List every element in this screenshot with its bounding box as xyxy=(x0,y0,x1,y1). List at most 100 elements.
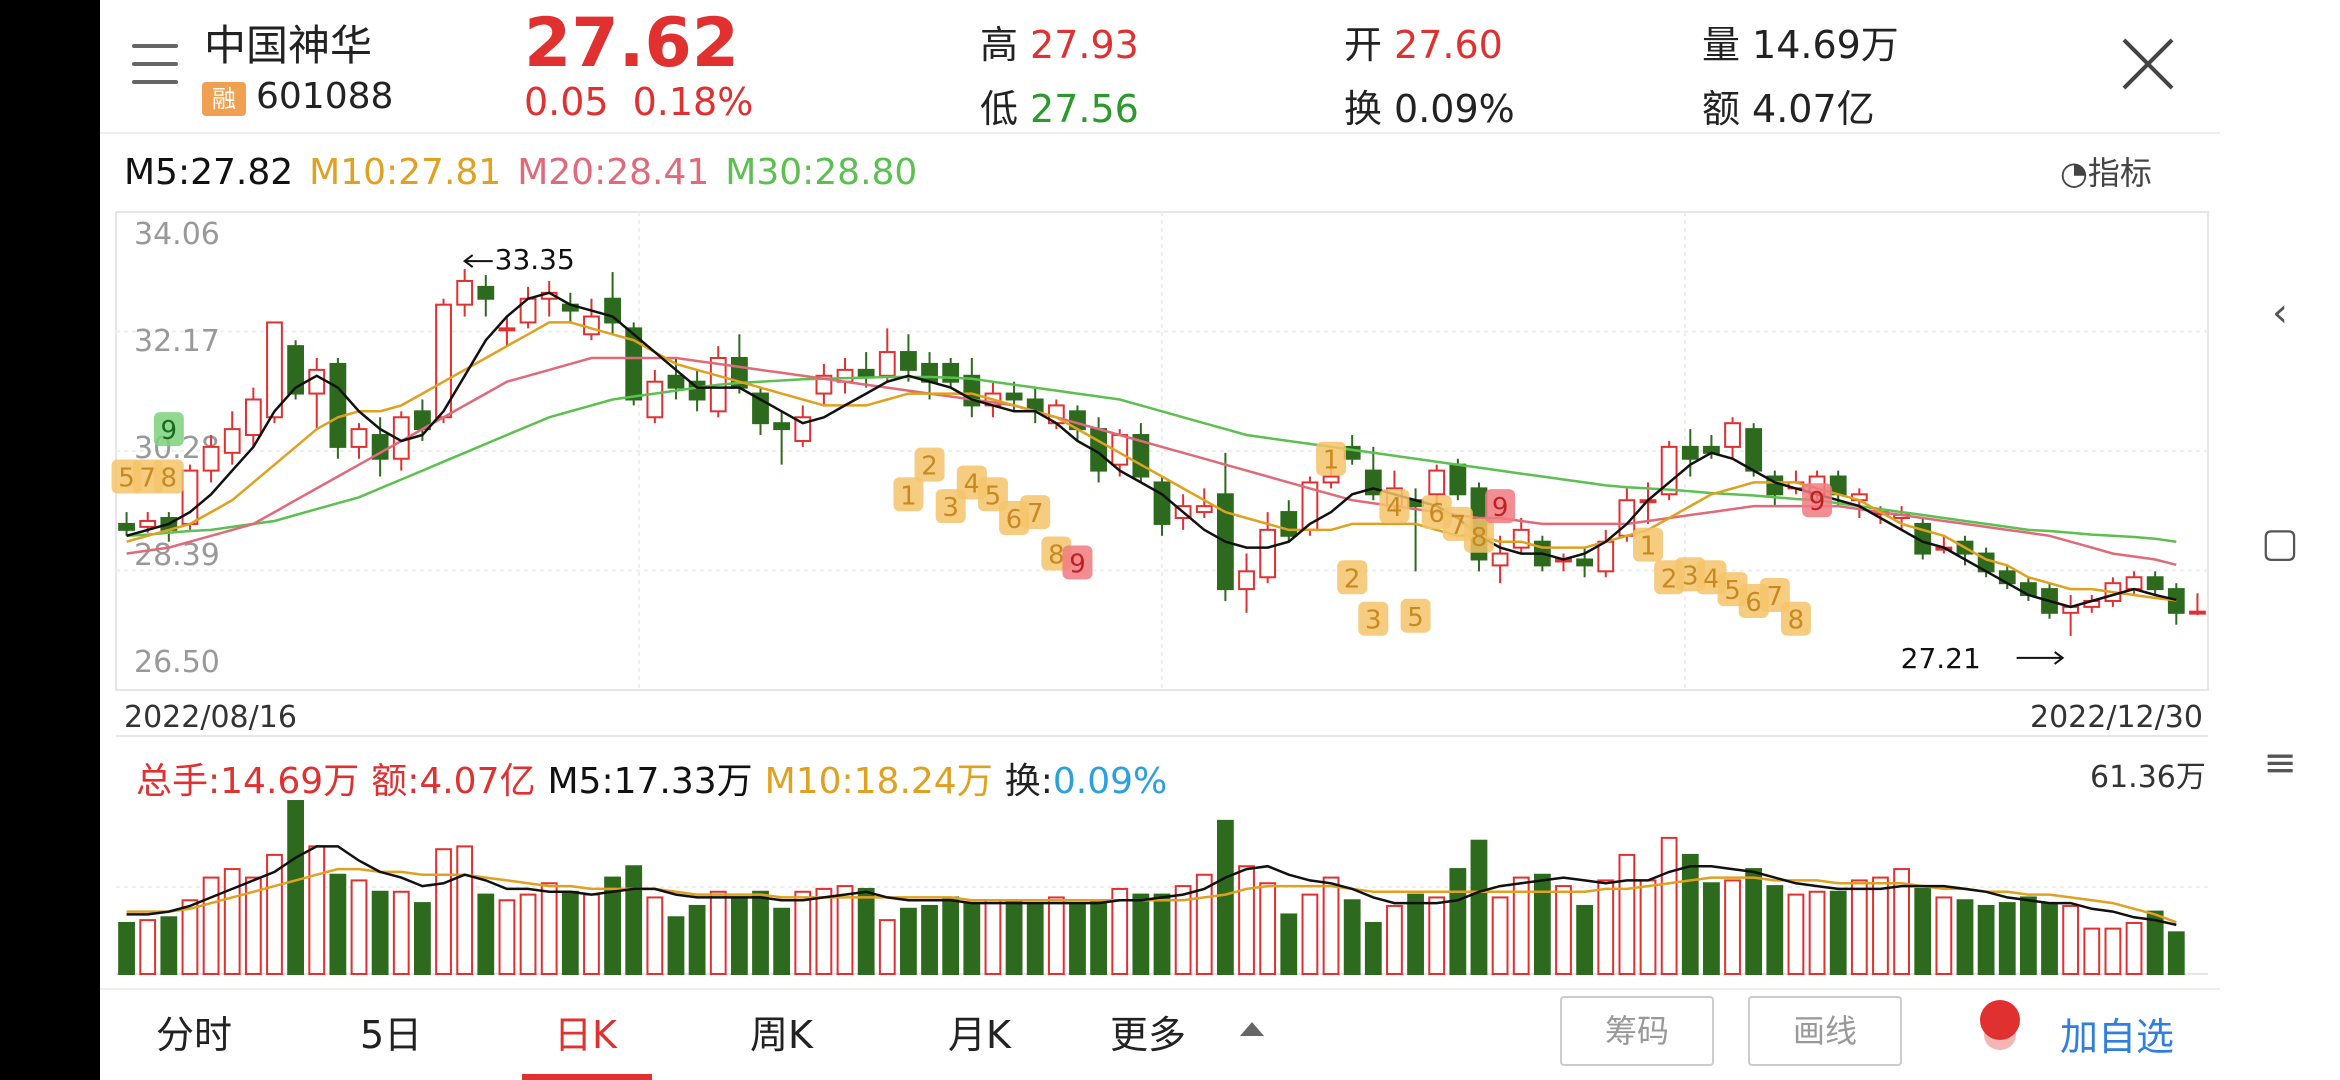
volume-bar xyxy=(1047,896,1065,976)
marker-label: 8 xyxy=(1471,523,1488,553)
price-tick-label: 34.06 xyxy=(134,217,220,252)
indicator-label: 指标 xyxy=(2087,154,2152,192)
stat-label: 换 xyxy=(1344,87,1383,131)
record-dot-icon[interactable] xyxy=(1980,1000,2020,1040)
marker-label: 2 xyxy=(1344,564,1361,594)
volume-bar xyxy=(1512,876,1530,975)
candle-body xyxy=(2146,576,2164,591)
square-icon[interactable]: ▢ xyxy=(2261,520,2299,566)
marker-badge xyxy=(1337,560,1368,595)
vol-ma10: M10:18.24万 xyxy=(764,761,993,802)
vol-ma5: M5:17.33万 xyxy=(547,761,753,802)
volume-bar xyxy=(857,887,875,975)
magic-nine-marker: 2 xyxy=(914,447,945,482)
volume-bar xyxy=(1893,868,1910,976)
volume-bar xyxy=(2146,910,2164,975)
marker-label: 8 xyxy=(161,464,178,494)
marker-label: 8 xyxy=(1048,541,1065,571)
volume-bar xyxy=(836,885,854,976)
volume-bar xyxy=(815,887,833,975)
volume-bar xyxy=(752,890,769,976)
marker-label: 9 xyxy=(1069,549,1086,579)
marker-label: 1 xyxy=(1323,446,1340,476)
volume-bar xyxy=(1005,899,1023,975)
low-annotation: 27.21 xyxy=(1901,642,1981,675)
volume-bar xyxy=(202,876,220,975)
draw-line-button[interactable]: 画线 xyxy=(1748,996,1902,1066)
total-amount: 额:4.07亿 xyxy=(371,761,536,802)
ma5-label: M5:27.82 xyxy=(124,152,294,193)
volume-bar xyxy=(1195,873,1213,976)
candle-body xyxy=(202,445,220,472)
stat-high: 高 27.93 xyxy=(980,14,1139,69)
stat-label: 高 xyxy=(980,23,1019,67)
candle-body xyxy=(2189,610,2206,615)
volume-bar xyxy=(1470,839,1488,976)
magic-nine-marker: 1 xyxy=(1316,441,1347,476)
marker-badge xyxy=(1802,483,1833,518)
volume-bar xyxy=(1174,885,1192,976)
marker-label: 6 xyxy=(1428,499,1445,529)
marker-badge xyxy=(977,477,1008,512)
volume-bar xyxy=(730,896,748,976)
marker-badge xyxy=(1316,441,1347,476)
candle-body xyxy=(1449,463,1467,496)
volume-bar xyxy=(1026,902,1044,976)
volume-bar xyxy=(646,896,664,976)
marker-label: 5 xyxy=(1407,603,1424,633)
marker-label: 2 xyxy=(921,452,938,482)
candle-body xyxy=(604,297,621,324)
volume-bar xyxy=(1491,896,1509,976)
volume-bar xyxy=(1533,873,1551,976)
marker-badge xyxy=(1780,601,1811,636)
marker-label: 3 xyxy=(942,493,959,523)
candle-body xyxy=(857,368,875,377)
candle-body xyxy=(625,327,643,401)
volume-bar xyxy=(1428,896,1446,976)
ma5-line xyxy=(126,291,2177,609)
volume-bar xyxy=(942,896,960,976)
magic-nine-marker: 9 xyxy=(153,412,184,447)
menu-icon[interactable] xyxy=(132,44,178,84)
menu-icon[interactable]: ≡ xyxy=(2263,740,2297,786)
stat-amount: 额 4.07亿 xyxy=(1702,78,1875,133)
tab-daily-k[interactable]: 日K xyxy=(554,1013,617,1057)
start-date: 2022/08/16 xyxy=(124,700,297,735)
candle-body xyxy=(1259,528,1277,579)
tab-more[interactable]: 更多 xyxy=(1110,1013,1187,1057)
stat-value: 27.60 xyxy=(1394,23,1503,67)
tab-monthly-k[interactable]: 月K xyxy=(948,1013,1011,1057)
volume-bar xyxy=(1322,876,1340,975)
add-watchlist-button[interactable]: 加自选 xyxy=(2060,1015,2175,1059)
back-icon[interactable]: ‹ xyxy=(2272,290,2288,336)
volume-bar xyxy=(1449,868,1467,976)
marker-label: 7 xyxy=(1767,582,1784,612)
marker-label: 9 xyxy=(1492,493,1509,523)
tab-intraday[interactable]: 分时 xyxy=(156,1013,233,1057)
volume-bar xyxy=(984,899,1002,975)
ma-legend: M5:27.82 M10:27.81 M20:28.41 M30:28.80 xyxy=(124,152,933,193)
magic-nine-marker: 7 xyxy=(1020,495,1051,530)
tab-weekly-k[interactable]: 周K xyxy=(750,1013,813,1057)
indicator-button[interactable]: ◔指标 xyxy=(2060,148,2152,194)
chips-button[interactable]: 筹码 xyxy=(1560,996,1714,1066)
candle-body xyxy=(350,428,368,448)
candle-body xyxy=(1597,540,1615,573)
caret-up-icon[interactable] xyxy=(1240,1022,1264,1036)
marker-label: 9 xyxy=(1809,487,1826,517)
quote-header: 中国神华 融 601088 27.62 0.05 0.18% 高 27.93 低 27… xyxy=(100,0,2220,134)
volume-bar xyxy=(1364,921,1382,975)
volume-bar xyxy=(1597,879,1615,976)
candle-body xyxy=(773,422,791,431)
volume-bar xyxy=(2167,931,2185,975)
tab-5day[interactable]: 5日 xyxy=(360,1013,423,1057)
marker-label: 6 xyxy=(1006,505,1023,535)
candle-body xyxy=(583,315,600,336)
volume-bar xyxy=(1639,879,1657,976)
stat-open: 开 27.60 xyxy=(1344,14,1503,69)
volume-bar xyxy=(498,899,516,975)
margin-badge: 融 xyxy=(202,82,246,116)
marker-label: 7 xyxy=(1450,511,1467,541)
marker-label: 4 xyxy=(1386,493,1403,523)
